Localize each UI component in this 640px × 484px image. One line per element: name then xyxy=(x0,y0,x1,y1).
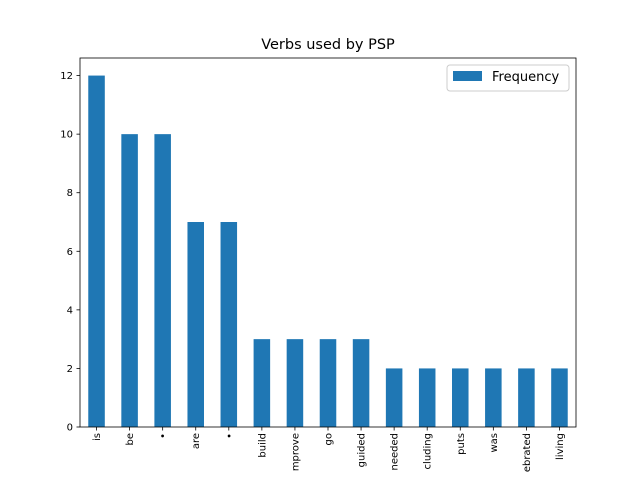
x-tick-label-9: needed xyxy=(390,433,401,471)
x-axis: is be • are • build mprove go guided needed cludin… xyxy=(92,427,566,472)
x-tick-label-5: build xyxy=(257,433,268,458)
legend-swatch xyxy=(453,71,482,81)
bar-6 xyxy=(286,339,304,427)
x-tick-label-12: was xyxy=(489,433,500,453)
x-tick-label-10: cluding xyxy=(423,433,434,469)
chart-title: Verbs used by PSP xyxy=(261,37,395,53)
x-tick-label-7: go xyxy=(324,433,335,445)
y-tick-label-2: 4 xyxy=(67,305,73,316)
x-tick-label-13: ebrated xyxy=(522,433,533,472)
bar-5 xyxy=(253,339,271,427)
bar-3 xyxy=(187,222,204,427)
legend: Frequency xyxy=(446,64,570,92)
x-tick-label-3: are xyxy=(191,433,202,449)
y-axis: 0 2 4 6 8 10 12 xyxy=(60,71,80,434)
bar-1 xyxy=(121,134,138,427)
bar-9 xyxy=(385,368,403,427)
x-tick-label-14: living xyxy=(555,433,566,460)
x-tick-label-1: be xyxy=(125,433,136,446)
legend-label: Frequency xyxy=(492,70,559,85)
x-tick-label-4: • xyxy=(224,433,235,439)
bar-8 xyxy=(352,339,370,427)
bars-layer xyxy=(88,75,568,428)
y-tick-label-1: 2 xyxy=(67,364,73,375)
y-tick-label-0: 0 xyxy=(67,423,73,434)
x-tick-label-11: puts xyxy=(456,433,467,455)
y-tick-label-5: 10 xyxy=(60,130,73,141)
x-tick-label-2: • xyxy=(158,433,169,439)
bar-4 xyxy=(220,222,238,427)
x-tick-label-0: is xyxy=(92,433,103,441)
plot-frame xyxy=(79,57,577,428)
bar-0 xyxy=(88,75,105,428)
bar-7 xyxy=(319,339,337,427)
bar-14 xyxy=(551,368,568,427)
bar-10 xyxy=(418,368,436,427)
bar-13 xyxy=(518,368,535,427)
bar-12 xyxy=(485,368,502,427)
x-tick-label-6: mprove xyxy=(290,433,301,471)
y-tick-label-3: 6 xyxy=(67,247,73,258)
y-tick-label-6: 12 xyxy=(60,71,73,82)
bar-2 xyxy=(154,134,171,427)
x-tick-label-8: guided xyxy=(357,433,368,467)
y-tick-label-4: 8 xyxy=(67,188,73,199)
bar-11 xyxy=(452,368,469,427)
